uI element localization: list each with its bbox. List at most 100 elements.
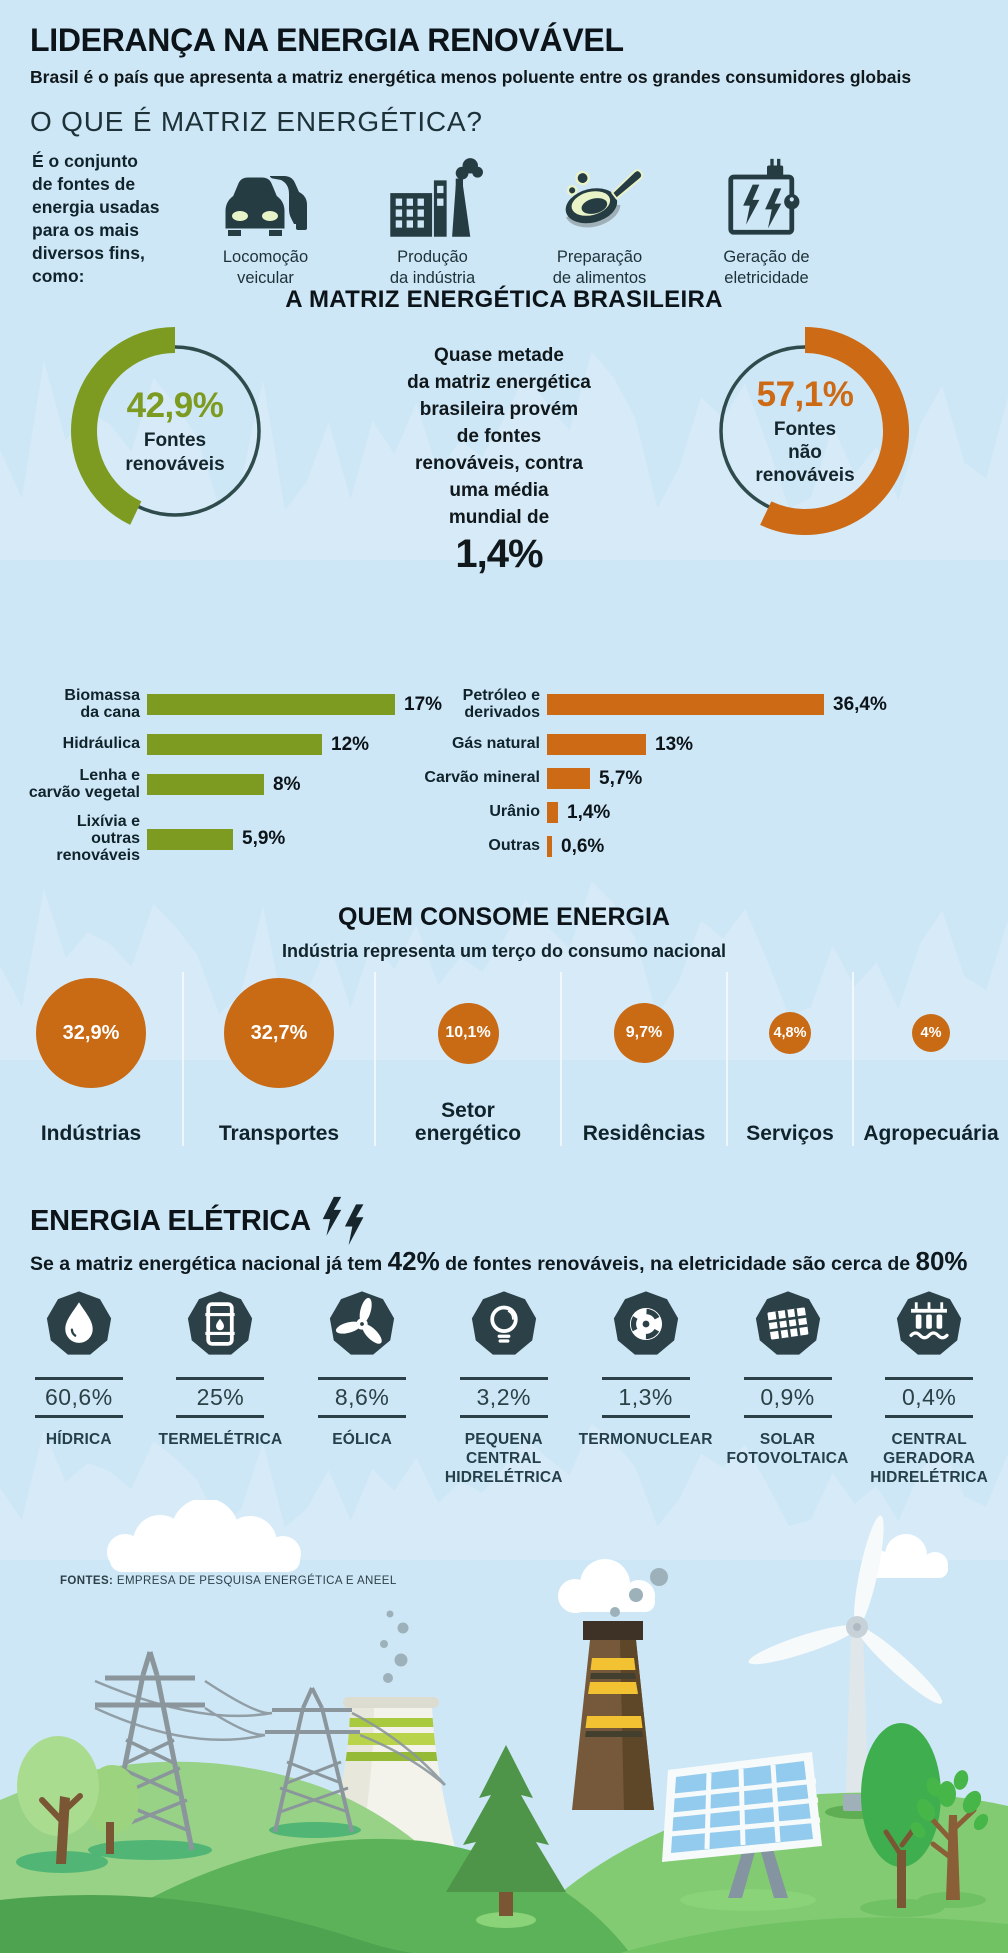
- landscape-illustration: [0, 1500, 1008, 1953]
- electricity-renewable-share-value: 80%: [915, 1246, 968, 1276]
- bar-row: Lixívia e outras renováveis 5,9%: [28, 813, 442, 865]
- sentence-part: Se a matriz energética nacional já tem: [30, 1253, 388, 1275]
- electricity-source-hídrica: 60,6% HÍDRICA: [8, 1290, 150, 1488]
- bubble-wrap: 4%: [912, 972, 950, 1094]
- section-title-electricity: ENERGIA ELÉTRICA: [30, 1196, 369, 1246]
- nonrenewables-donut-value: 57,1%: [756, 374, 854, 414]
- what-is-description: É o conjunto de fontes de energia usadas…: [32, 151, 160, 287]
- sources-note-text: EMPRESA DE PESQUISA ENERGÉTICA E ANEEL: [113, 1575, 397, 1587]
- transmission-towers: [88, 1651, 446, 1860]
- clouds: [107, 1500, 948, 1613]
- light-bulb-icon: [470, 1290, 538, 1363]
- electricity-source-central: 0,4% CENTRAL GERADORA HIDRELÉTRICA: [858, 1290, 1000, 1488]
- sources-note-label: FONTES:: [60, 1575, 114, 1587]
- source-percentage: 25%: [176, 1377, 265, 1418]
- bar: [547, 734, 646, 756]
- bar-row: Outras 0,6%: [418, 836, 887, 858]
- consumption-bubble: 32,9%: [36, 978, 146, 1088]
- bubble-wrap: 10,1%: [437, 972, 499, 1094]
- consumption-bubble: 9,7%: [614, 1003, 674, 1063]
- page-subtitle: Brasil é o país que apresenta a matriz e…: [30, 67, 912, 87]
- bubble-column: 10,1% Setor energético: [374, 972, 560, 1146]
- oil-barrel-icon: [186, 1290, 254, 1363]
- chimney: [572, 1568, 668, 1810]
- section-title-consumption: QUEM CONSOME ENERGIA: [338, 903, 670, 931]
- nonrenewables-donut-chart: 57,1% Fontes não renováveis: [700, 326, 910, 536]
- renewables-donut-label: Fontes renováveis: [125, 430, 225, 475]
- bubble-column: 4,8% Serviços: [726, 972, 852, 1146]
- matrix-annotation-text: Quase metade da matriz energética brasil…: [407, 345, 591, 528]
- source-percentage: 0,9%: [743, 1377, 832, 1418]
- source-percentage: 60,6%: [34, 1377, 123, 1418]
- electricity-source-pequena: 3,2% PEQUENA CENTRAL HIDRELÉTRICA: [433, 1290, 575, 1488]
- matrix-annotation: Quase metade da matriz energética brasil…: [334, 343, 664, 576]
- car-icon: [218, 150, 314, 238]
- solar-panel: [662, 1752, 822, 1911]
- bar-row: Urânio 1,4%: [418, 802, 887, 824]
- cooling-tower-steam: [380, 1610, 409, 1683]
- water-drop-icon: [45, 1290, 113, 1363]
- pine-tree: [446, 1745, 566, 1928]
- bubble-category-label: Setor energético: [414, 1098, 522, 1146]
- tree-group-left: [16, 1736, 139, 1873]
- consumption-subtitle: Indústria representa um terço do consumo…: [281, 941, 727, 961]
- bubble-column: 4% Agropecuária: [852, 972, 1008, 1146]
- bar: [547, 768, 590, 790]
- sentence-part: de fontes renováveis, na eletricidade sã…: [439, 1253, 916, 1275]
- bar-row: Gás natural 13%: [418, 734, 887, 756]
- bubble-label-wrap: Residências: [583, 1094, 706, 1146]
- bubble-wrap: 32,9%: [36, 972, 146, 1094]
- bubble-column: 32,9% Indústrias: [0, 972, 182, 1146]
- bar: [147, 734, 322, 756]
- consumption-bubble: 32,7%: [224, 978, 334, 1088]
- donut-arc: [71, 327, 261, 525]
- nonrenewable-bar-chart: Petróleo e derivados 36,4% Gás natural 13% C…: [418, 687, 887, 870]
- electricity-sources-row: 60,6% HÍDRICA 25% TERMELÉTRICA 8,6% EÓLICA 3,2…: [8, 1290, 1000, 1488]
- frying-pan-icon: [548, 150, 652, 238]
- energy-uses-row: Locomoção veicular Produção da indústria…: [182, 150, 850, 289]
- electricity-sentence: Se a matriz energética nacional já tem 4…: [30, 1246, 990, 1277]
- source-label: HÍDRICA: [45, 1431, 112, 1448]
- renewable-share-value: 42%: [387, 1246, 440, 1276]
- bubble-category-label: Transportes: [218, 1122, 340, 1146]
- bar: [147, 774, 264, 796]
- nonrenewables-donut-label: Fontes não renováveis: [755, 418, 855, 487]
- bubble-label-wrap: Indústrias: [41, 1094, 141, 1146]
- donut-arc: [719, 327, 909, 535]
- bubble-label-wrap: Transportes: [219, 1094, 339, 1146]
- use-label: Geração de eletricidade: [723, 248, 810, 287]
- consumption-bubble-chart: 32,9% Indústrias 32,7% Transportes 10,1% Seto…: [0, 972, 1008, 1146]
- use-label: Produção da indústria: [389, 248, 476, 287]
- bar-category-label: Outras: [488, 837, 540, 855]
- electricity-source-termonuclear: 1,3% TERMONUCLEAR: [575, 1290, 717, 1488]
- bar-row: Hidráulica 12%: [28, 734, 442, 756]
- small-tree-right: [910, 1770, 989, 1908]
- bubble-category-label: Serviços: [746, 1122, 834, 1146]
- electricity-icon: [721, 150, 813, 238]
- bubble-label-wrap: Serviços: [746, 1094, 834, 1146]
- bar-row: Petróleo e derivados 36,4%: [418, 687, 887, 722]
- bar-value-label: 8%: [273, 773, 301, 795]
- electricity-source-solar: 0,9% SOLAR FOTOVOLTAICA: [717, 1290, 859, 1488]
- source-label: EÓLICA: [332, 1431, 392, 1448]
- lightning-bolts-icon: [322, 1196, 364, 1246]
- bar-value-label: 12%: [331, 733, 370, 755]
- chimney-smoke: [610, 1568, 668, 1617]
- bar: [147, 828, 233, 850]
- bar-value-label: 36,4%: [833, 693, 887, 715]
- bar-row: Biomassa da cana 17%: [28, 687, 442, 722]
- bar-category-label: Urânio: [489, 803, 540, 821]
- bar-value-label: 5,7%: [599, 767, 643, 789]
- hill-front-right: [620, 1917, 1008, 1953]
- bar-category-label: Biomassa da cana: [64, 687, 140, 721]
- wind-turbine-icon: [328, 1290, 396, 1363]
- bar-category-label: Hidráulica: [62, 735, 140, 753]
- consumption-bubble: 10,1%: [437, 1002, 499, 1064]
- source-percentage: 8,6%: [318, 1377, 407, 1418]
- renewables-donut-chart: 42,9% Fontes renováveis: [70, 326, 280, 536]
- section-title-what-is: O QUE É MATRIZ ENERGÉTICA?: [30, 106, 483, 137]
- use-label: Locomoção veicular: [222, 248, 309, 287]
- bar-value-label: 13%: [655, 733, 694, 755]
- electricity-source-eólica: 8,6% EÓLICA: [291, 1290, 433, 1488]
